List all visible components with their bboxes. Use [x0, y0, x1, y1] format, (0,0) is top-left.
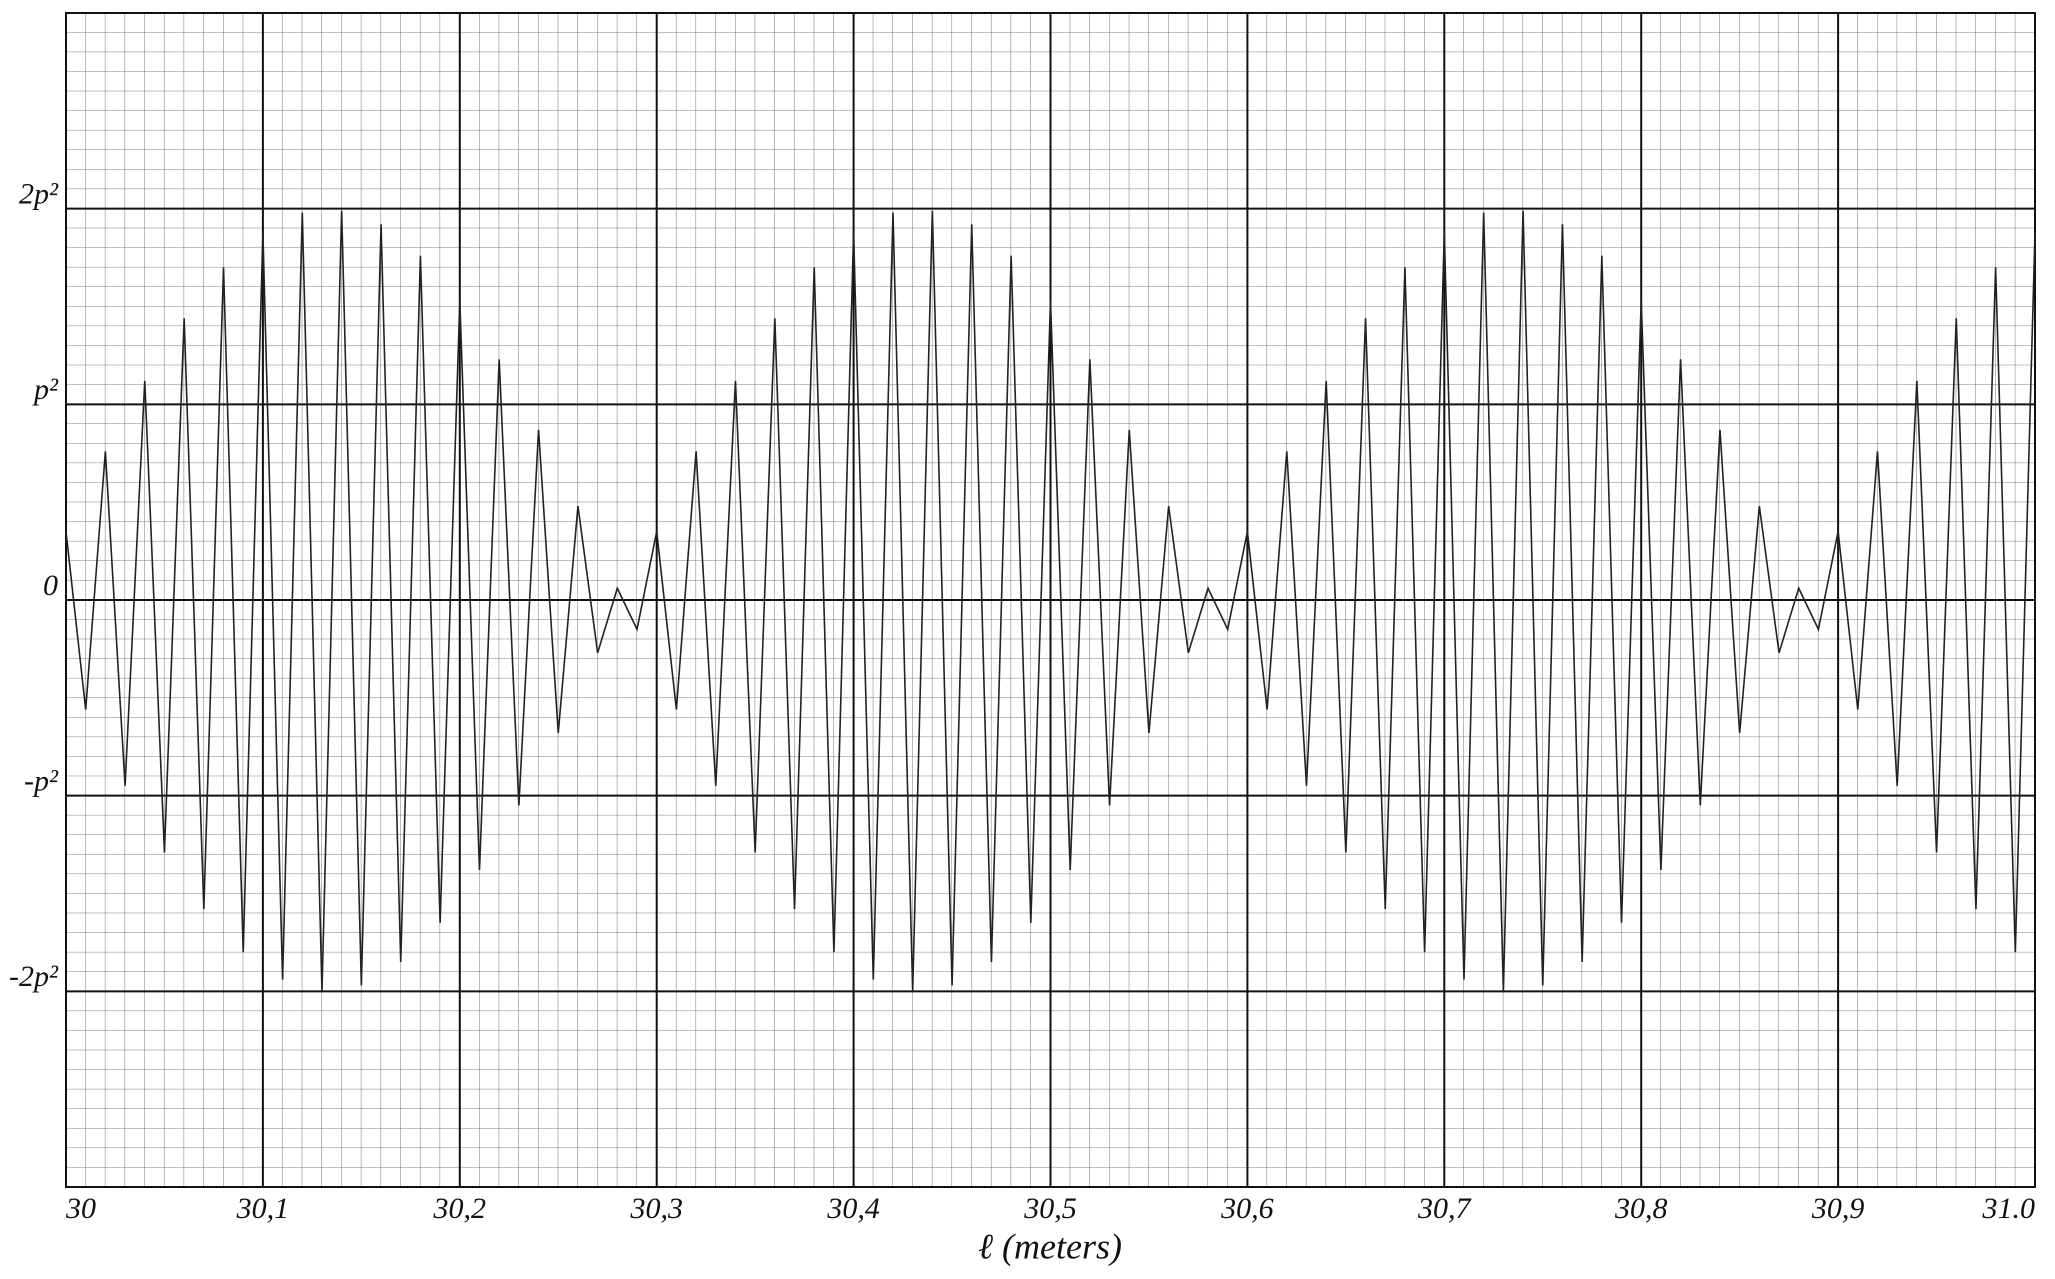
data-line [65, 210, 2036, 992]
x-tick-label: 30,5 [1023, 1192, 1077, 1225]
x-tick-label: 30,8 [1614, 1192, 1668, 1225]
y-tick-label: -2p² [9, 960, 59, 993]
x-tick-label: 30,2 [433, 1192, 487, 1225]
x-tick-label: 30,1 [236, 1192, 290, 1225]
x-tick-label: 31.0 [1982, 1192, 2036, 1225]
x-tick-label: 30,4 [826, 1192, 880, 1225]
x-tick-label: 30,7 [1417, 1192, 1473, 1225]
y-tick-label: 0 [43, 569, 58, 602]
y-tick-label: -p² [24, 765, 59, 798]
x-tick-label: 30,9 [1811, 1192, 1865, 1225]
x-tick-label: 30,3 [629, 1192, 683, 1225]
y-tick-label: 2p² [19, 178, 59, 211]
y-tick-label: p² [32, 373, 59, 406]
x-tick-label: 30,6 [1220, 1192, 1274, 1225]
x-axis-label: ℓ (meters) [978, 1226, 1122, 1266]
x-tick-label: 30 [65, 1192, 96, 1225]
